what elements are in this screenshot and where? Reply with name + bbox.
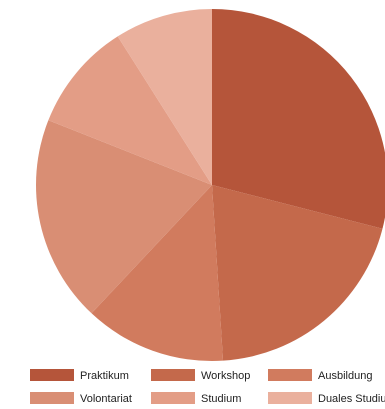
pie-slice-workshop [212, 185, 383, 361]
pie-slice-volontariat [36, 120, 213, 314]
pie-slice-studium [48, 36, 212, 185]
legend-label: Praktikum [80, 370, 129, 382]
legend-swatch [268, 392, 312, 404]
legend-label: Ausbildung [318, 370, 372, 382]
legend-label: Workshop [201, 370, 250, 382]
legend-label: Duales Studium [318, 393, 385, 405]
legend-swatch [30, 392, 74, 404]
legend-label: Studium [201, 393, 241, 405]
pie-slice-duales-studium [117, 9, 212, 185]
legend-swatch [30, 369, 74, 381]
legend-swatch [268, 369, 312, 381]
legend: Praktikum Workshop Ausbildung Volontariat St… [30, 369, 385, 405]
pie-slice-ausbildung [91, 185, 224, 362]
legend-swatch [151, 369, 195, 381]
pie-slices [36, 9, 385, 362]
legend-label: Volontariat [80, 393, 132, 405]
pie-slice-praktikum [212, 9, 385, 229]
legend-swatch [151, 392, 195, 404]
